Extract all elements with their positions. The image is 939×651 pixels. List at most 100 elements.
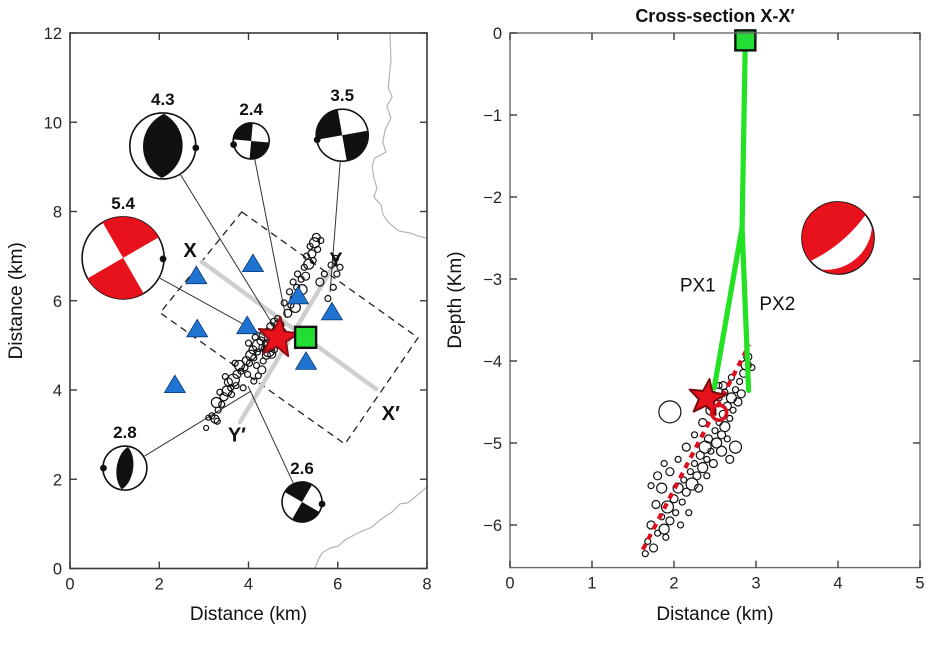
epicenter-circle	[283, 308, 293, 318]
hypocenter-circle	[685, 509, 693, 517]
station-triangle	[294, 351, 318, 370]
section-label-Y: Y	[329, 250, 343, 272]
epicenter-circle	[331, 254, 340, 262]
red-circle-marker	[709, 403, 729, 422]
hypocenter-circle	[681, 442, 691, 452]
epicenter-circle	[314, 245, 322, 254]
x-tick-label: 2	[155, 576, 164, 594]
hypocenter-circle	[656, 482, 668, 494]
epicenter-circle	[205, 414, 212, 421]
hypocenter-circle	[690, 459, 699, 468]
epicenter-circle	[317, 236, 325, 245]
well-px2-path	[739, 224, 752, 394]
magnitude-label: 3.5	[330, 86, 354, 105]
hypocenter-circle	[672, 482, 684, 494]
focal-mechanism-5.4: 5.4	[67, 194, 167, 314]
y-tick-label: 0	[53, 561, 62, 579]
epicenter-circle	[239, 384, 247, 392]
section-label-X: X	[183, 240, 197, 262]
magnitude-label: 2.6	[290, 459, 314, 478]
x-tick-label: 6	[333, 576, 342, 594]
epicenter-circle	[329, 283, 337, 291]
x-tick-label: 3	[751, 575, 760, 593]
hypocenter-circle	[703, 434, 714, 444]
coastline	[314, 486, 428, 569]
hypocenter-circle	[665, 516, 675, 526]
hypocenter-circle	[678, 498, 686, 506]
epicenter-circle	[320, 270, 328, 278]
y-tick-label: −5	[483, 435, 502, 453]
station-triangle	[235, 315, 259, 335]
epicenter-circle	[257, 365, 267, 375]
hypocenter-circle	[641, 550, 649, 558]
epicenter-circle	[218, 400, 226, 408]
epicenter-circle	[221, 373, 229, 381]
epicenter-circle	[203, 424, 210, 432]
y-tick-label: −4	[483, 353, 502, 371]
hypocenter-circle	[693, 483, 704, 493]
epicenter-circle	[336, 263, 344, 271]
hypocenter-circle	[662, 533, 670, 541]
focal-mechanism-4.3: 4.3	[129, 90, 200, 180]
magnitude-label: 4.3	[151, 90, 175, 109]
epicenter-circle	[324, 294, 332, 303]
section-label-Yprime: Y′	[228, 425, 246, 447]
y-tick-label: 4	[53, 382, 62, 400]
epicenter-circle	[216, 388, 224, 396]
hypocenter-circle	[729, 406, 737, 414]
epicenter-circle	[333, 270, 341, 278]
hypocenter-circle	[726, 414, 734, 422]
hypocenter-circle	[690, 431, 699, 439]
epicenter-circle	[250, 377, 258, 385]
hypocenter-circle	[680, 476, 688, 484]
x-tick-label: 4	[833, 575, 842, 593]
hypocenter-circle	[674, 455, 682, 463]
section-label-Xprime: X′	[382, 403, 400, 425]
hypocenter-circle	[648, 543, 659, 553]
epicenter-circle	[213, 417, 221, 425]
epicenter-circle	[231, 359, 239, 367]
hypocenter-circle	[731, 386, 740, 394]
epicenter-circle	[289, 278, 297, 286]
hypocenter-circle	[725, 392, 738, 404]
x-tick-label: 8	[422, 576, 431, 594]
hypocenter-circle	[707, 447, 715, 455]
y-tick-label: 2	[53, 471, 62, 489]
map-yaxis-label: Distance (km)	[6, 242, 27, 359]
focal-mechanism-cross-section	[787, 187, 888, 288]
hypocenter-circle	[711, 437, 723, 449]
hypocenter-circle	[708, 458, 718, 469]
y-tick-label: −2	[483, 189, 502, 207]
hypocenter-circle	[652, 471, 663, 481]
hypocenter-circle	[676, 521, 685, 529]
polarity-dot	[230, 141, 238, 148]
fit-dashed-line	[640, 343, 752, 551]
hypocenter-circle	[658, 523, 670, 535]
polarity-dot	[100, 464, 107, 472]
hypocenter-circle	[735, 377, 744, 386]
epicenter-circle	[259, 357, 267, 365]
epicenter-circle	[253, 348, 262, 356]
epicenter-circle	[210, 396, 222, 409]
hypocenter-circle	[672, 509, 680, 517]
mainshock-star-section	[688, 378, 727, 416]
station-triangle	[286, 285, 310, 305]
hypocenter-circle	[697, 462, 709, 474]
epicenter-circle	[248, 345, 258, 355]
y-tick-label: 0	[493, 25, 502, 43]
station-triangle	[185, 318, 209, 338]
magnitude-label: 2.8	[113, 423, 137, 442]
epicenter-circle	[280, 299, 288, 307]
polarity-dot	[192, 144, 200, 152]
station-triangle	[241, 253, 265, 273]
epicenter-circle	[303, 258, 315, 270]
hypocenter-circle	[651, 499, 661, 510]
y-tick-label: 12	[44, 25, 62, 43]
epicenter-circle	[293, 270, 302, 278]
x-tick-label: 4	[244, 576, 253, 594]
epicenter-circle	[251, 333, 259, 341]
epicenter-circle	[301, 271, 311, 281]
section-frame	[509, 32, 921, 569]
